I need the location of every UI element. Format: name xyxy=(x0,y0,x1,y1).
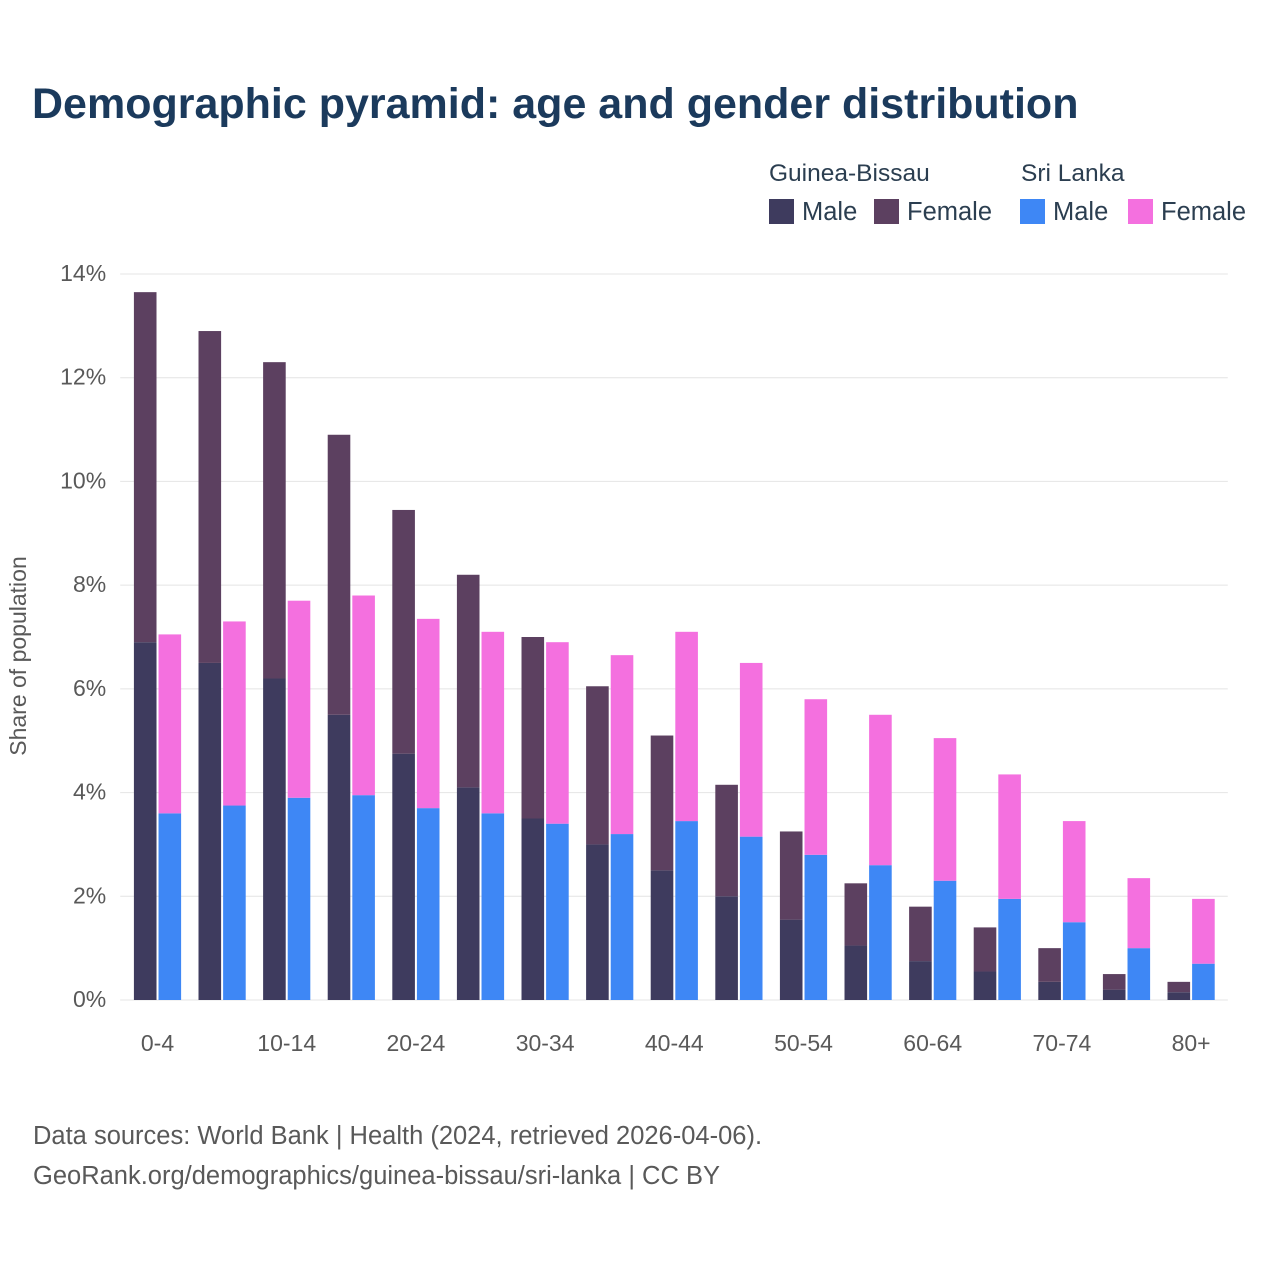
svg-text:4%: 4% xyxy=(73,779,106,805)
svg-text:10-14: 10-14 xyxy=(257,1030,316,1056)
svg-text:10%: 10% xyxy=(60,467,106,493)
svg-text:60-64: 60-64 xyxy=(903,1030,962,1056)
svg-text:70-74: 70-74 xyxy=(1032,1030,1091,1056)
svg-text:0%: 0% xyxy=(73,986,106,1012)
svg-text:80+: 80+ xyxy=(1172,1030,1211,1056)
svg-text:8%: 8% xyxy=(73,571,106,597)
svg-text:14%: 14% xyxy=(60,260,106,286)
svg-text:40-44: 40-44 xyxy=(645,1030,704,1056)
svg-text:12%: 12% xyxy=(60,364,106,390)
svg-text:2%: 2% xyxy=(73,882,106,908)
svg-text:6%: 6% xyxy=(73,675,106,701)
svg-text:50-54: 50-54 xyxy=(774,1030,833,1056)
svg-text:20-24: 20-24 xyxy=(386,1030,445,1056)
svg-text:0-4: 0-4 xyxy=(141,1030,174,1056)
svg-text:30-34: 30-34 xyxy=(516,1030,575,1056)
